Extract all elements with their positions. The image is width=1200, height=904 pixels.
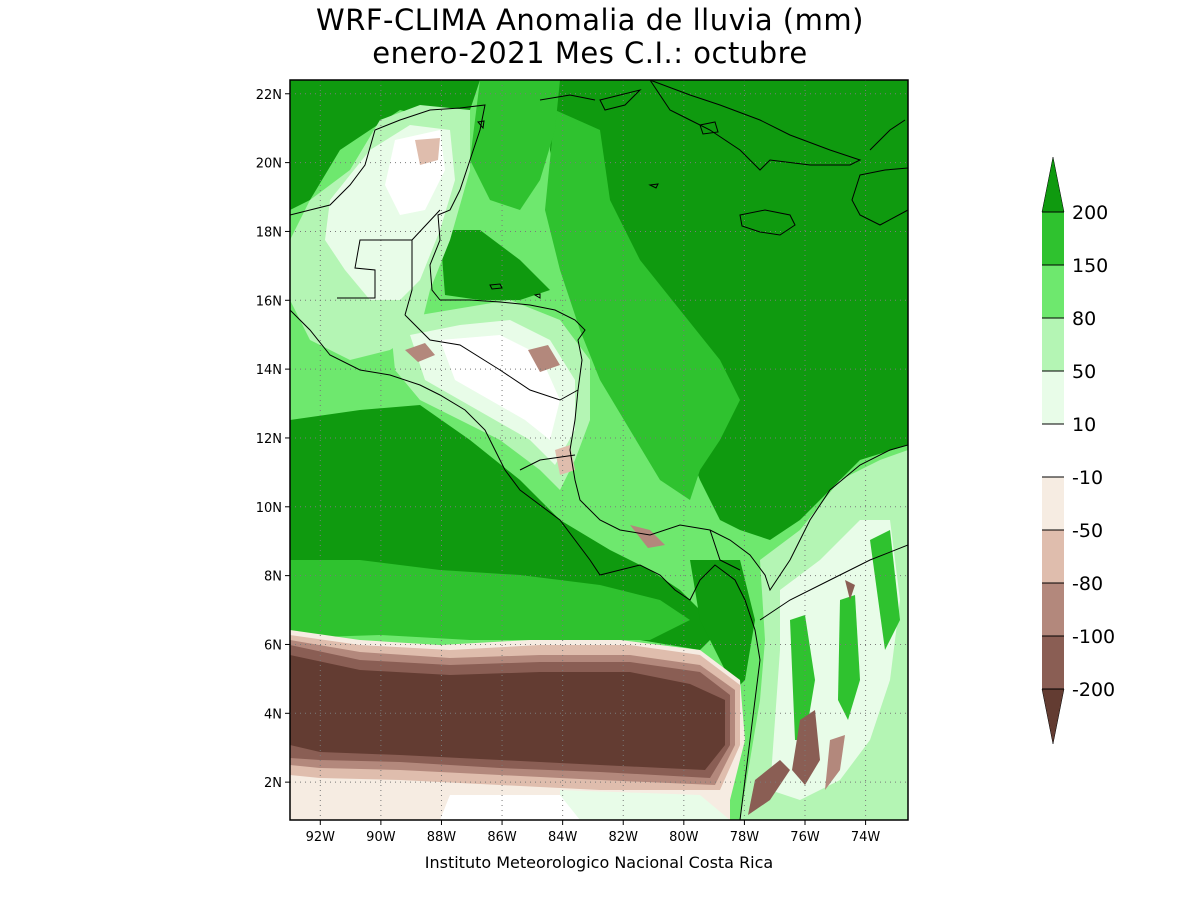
lon-tick-label: 76W (790, 830, 820, 845)
lon-tick-label: 82W (609, 830, 639, 845)
map-title: WRF-CLIMA Anomalia de lluvia (mm) enero-… (0, 4, 1180, 70)
lon-tick-label: 80W (669, 830, 699, 845)
lon-tick-label: 74W (851, 830, 881, 845)
lon-axis: 92W 90W 88W 86W 84W 82W 80W 78W 76W 74W (306, 820, 881, 845)
border-guatemala (337, 239, 413, 316)
colorbar-label: 50 (1072, 361, 1096, 383)
field-colombia-brown-3 (825, 735, 845, 790)
field-south-white (560, 790, 730, 820)
colorbar-label: 200 (1072, 202, 1108, 224)
field-band-mid-1 (545, 110, 740, 500)
title-line-2: enero-2021 Mes C.I.: octubre (372, 36, 808, 70)
colorbar-label: -80 (1072, 573, 1103, 595)
rainfall-field (290, 80, 908, 820)
field-honduras-brown-1 (405, 343, 435, 362)
colorbar-swatch (1042, 583, 1064, 636)
lon-tick-label: 84W (548, 830, 578, 845)
coast-pacific (290, 309, 761, 820)
border-colombia-interior (759, 544, 908, 621)
field-colombia-coast (690, 560, 755, 690)
lon-tick-label: 86W (487, 830, 517, 845)
colorbar-swatch (1042, 477, 1064, 530)
colorbar-top-arrow (1041, 156, 1065, 213)
border-honduras (404, 314, 579, 401)
coastlines (290, 80, 908, 820)
lat-tick-label: 18N (256, 225, 282, 240)
lat-tick-label: 16N (256, 294, 282, 309)
field-south-neutral (440, 795, 580, 820)
colorbar-swatch (1042, 424, 1064, 477)
colorbar-label: -200 (1072, 679, 1115, 701)
colorbar-swatch (1042, 318, 1064, 371)
coast-cozumel (477, 120, 485, 130)
field-colombia-brown-2 (792, 710, 820, 785)
lat-tick-label: 12N (256, 432, 282, 447)
grid-lines (290, 80, 908, 820)
field-honduras-neutral (440, 335, 560, 440)
colorbar-swatch (1042, 212, 1064, 265)
coast-hispaniola (851, 167, 908, 226)
colorbar-swatch (1042, 371, 1064, 424)
field-yucatan-brown (415, 138, 440, 165)
field-caribbean-dark (550, 80, 908, 540)
field-honduras-brown-2 (528, 345, 560, 372)
field-panama-brown (630, 525, 665, 548)
lat-tick-label: 22N (256, 88, 282, 103)
footer-credit: Instituto Meteorologico Nacional Costa R… (424, 853, 774, 872)
border-panama-colombia (709, 529, 741, 571)
lat-axis: 2N 4N 6N 8N 10N 12N 14N 16N 18N 20N 22N (256, 88, 290, 791)
plot-frame (289, 79, 909, 821)
lat-tick-label: 8N (264, 570, 282, 585)
colorbar-label: 10 (1072, 414, 1096, 436)
colorbar-bottom-arrow (1041, 688, 1065, 745)
coast-jamaica (739, 209, 796, 236)
lat-tick-label: 6N (264, 638, 282, 653)
border-nicaragua-costa-rica (519, 454, 576, 471)
coast-haiti-north (869, 119, 906, 151)
lat-tick-label: 14N (256, 363, 282, 378)
coast-cuba-north (539, 94, 596, 101)
coast-central-america-caribbean (440, 299, 908, 592)
colorbar-label: 80 (1072, 308, 1096, 330)
field-colombia-ridge-2 (838, 595, 860, 720)
field-gulf-honduras (440, 230, 550, 300)
lon-tick-label: 78W (730, 830, 760, 845)
coast-cuba (649, 80, 862, 171)
colorbar-label: -10 (1072, 467, 1103, 489)
title-line-1: WRF-CLIMA Anomalia de lluvia (mm) (316, 3, 864, 37)
lat-tick-label: 10N (256, 501, 282, 516)
field-colombia-ridge-1 (790, 615, 815, 740)
colorbar-swatch (1042, 636, 1064, 689)
lat-tick-label: 20N (256, 157, 282, 172)
lat-tick-label: 4N (264, 707, 282, 722)
coast-cuba-west (599, 89, 642, 111)
coast-swan (533, 293, 541, 299)
colorbar-swatch (1042, 530, 1064, 583)
colorbar-label: 150 (1072, 255, 1108, 277)
field-colombia-brown-1 (748, 760, 790, 815)
coast-cayman (648, 183, 659, 189)
lon-tick-label: 90W (366, 830, 396, 845)
coast-roatan (489, 283, 503, 290)
coast-mexico-yucatan (290, 104, 486, 301)
colorbar-label: -100 (1072, 626, 1115, 648)
field-band-mid-2 (290, 560, 690, 640)
lat-tick-label: 2N (264, 776, 282, 791)
border-belize-mexico (411, 209, 441, 241)
field-colombia-brown-4 (845, 580, 855, 600)
field-band-mid-3 (470, 80, 560, 210)
field-colombia-ridge-3 (870, 530, 900, 650)
field-dry-band-core (290, 655, 725, 770)
coast-isla-juventud (699, 121, 719, 135)
colorbar-legend: 200 150 80 50 10 -10 -50 -80 -100 -200 (1041, 156, 1115, 745)
lon-tick-label: 88W (427, 830, 457, 845)
colorbar-label: -50 (1072, 520, 1103, 542)
colorbar-swatch (1042, 265, 1064, 318)
lon-tick-label: 92W (306, 830, 336, 845)
